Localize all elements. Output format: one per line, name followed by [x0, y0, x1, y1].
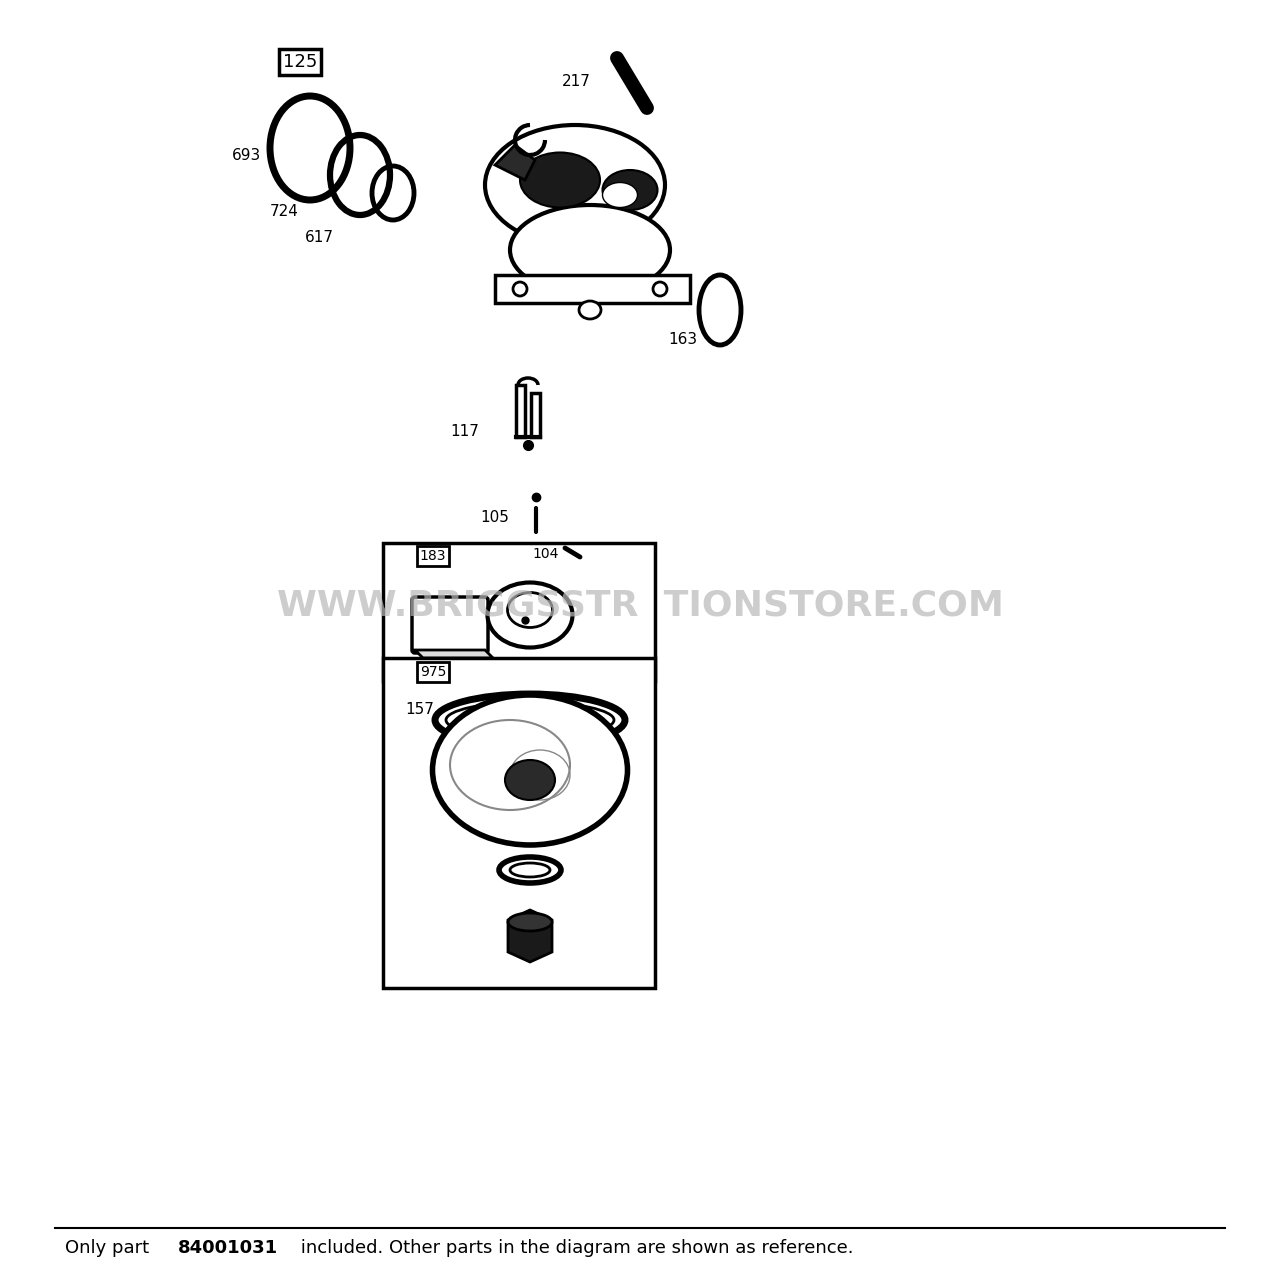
Ellipse shape [435, 694, 625, 746]
Text: 617: 617 [305, 229, 334, 244]
Bar [495, 275, 690, 303]
Polygon shape [495, 145, 535, 180]
Bar [531, 393, 540, 436]
Ellipse shape [488, 582, 572, 648]
Text: 157: 157 [404, 703, 434, 718]
Ellipse shape [445, 701, 614, 739]
Text: 693: 693 [232, 147, 261, 163]
Ellipse shape [508, 913, 552, 931]
FancyBboxPatch shape [412, 596, 488, 653]
Ellipse shape [513, 282, 527, 296]
Text: 975: 975 [420, 666, 447, 678]
Text: 105: 105 [480, 509, 509, 525]
Ellipse shape [485, 125, 666, 244]
Ellipse shape [433, 695, 627, 845]
Text: WWW.BRIGGSSTR  TIONSTORE.COM: WWW.BRIGGSSTR TIONSTORE.COM [276, 588, 1004, 622]
Bar [383, 658, 655, 988]
Ellipse shape [506, 760, 556, 800]
Text: 724: 724 [270, 205, 298, 219]
Text: 84001031: 84001031 [178, 1239, 278, 1257]
Ellipse shape [579, 301, 602, 319]
Text: included. Other parts in the diagram are shown as reference.: included. Other parts in the diagram are… [294, 1239, 854, 1257]
Text: 104: 104 [532, 547, 558, 561]
Text: 217: 217 [562, 74, 591, 90]
Ellipse shape [603, 183, 637, 207]
Text: 183: 183 [420, 549, 447, 563]
Bar [383, 543, 655, 681]
Text: 125: 125 [283, 52, 317, 70]
Ellipse shape [653, 282, 667, 296]
Ellipse shape [509, 863, 550, 877]
Ellipse shape [499, 858, 561, 883]
Ellipse shape [520, 152, 600, 207]
Ellipse shape [507, 593, 553, 627]
Bar [516, 385, 525, 436]
Polygon shape [415, 650, 493, 658]
Ellipse shape [699, 275, 741, 346]
Text: 117: 117 [451, 425, 479, 439]
Polygon shape [508, 910, 552, 963]
Text: 163: 163 [668, 333, 698, 347]
Ellipse shape [509, 205, 669, 294]
Ellipse shape [603, 170, 658, 210]
Text: Only part: Only part [65, 1239, 155, 1257]
